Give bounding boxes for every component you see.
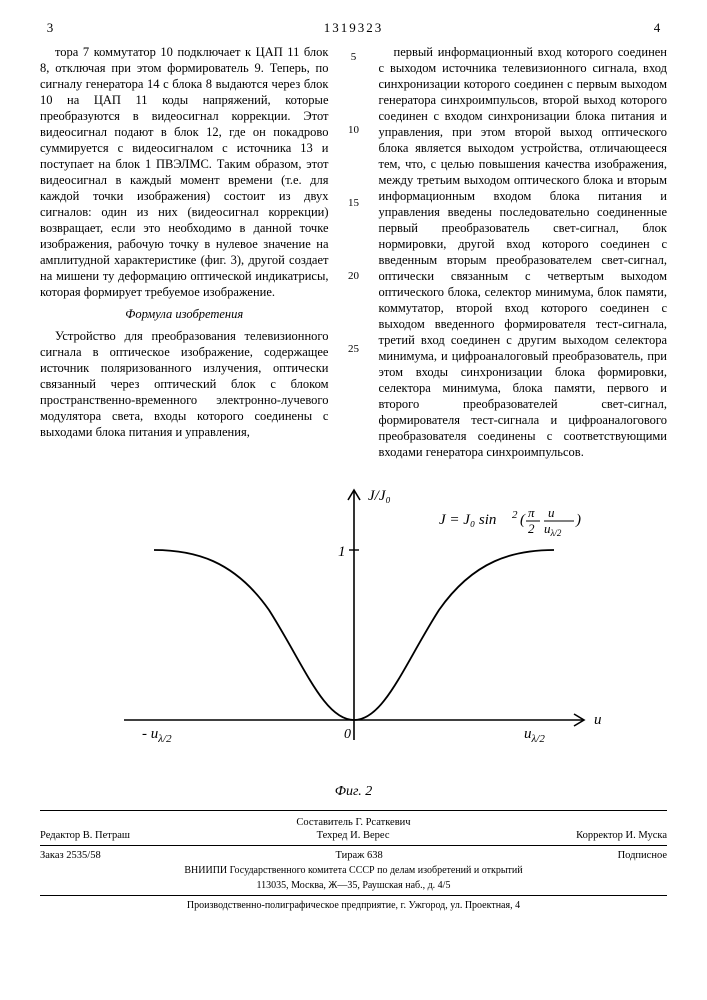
y-tick-1: 1 bbox=[338, 544, 346, 560]
left-para-1: тора 7 коммутатор 10 подключает к ЦАП 11… bbox=[40, 44, 329, 300]
proofreader: Корректор И. Муска bbox=[576, 830, 667, 841]
svg-text:π: π bbox=[528, 505, 535, 520]
page-right: 4 bbox=[647, 20, 667, 36]
footer-row-2: Заказ 2535/58 Тираж 638 Подписное bbox=[40, 850, 667, 861]
svg-text:2: 2 bbox=[528, 521, 535, 536]
figure-2: J/J₀ 1 u 0 - uλ/2 uλ/2 J = J₀ sin 2 ( π … bbox=[40, 470, 667, 790]
footer-org: ВНИИПИ Государственного комитета СССР по… bbox=[40, 865, 667, 876]
left-column: тора 7 коммутатор 10 подключает к ЦАП 11… bbox=[40, 44, 329, 466]
order-no: Заказ 2535/58 bbox=[40, 850, 101, 861]
lineno: 25 bbox=[348, 342, 359, 356]
formula-title: Формула изобретения bbox=[40, 306, 329, 322]
footer-divider-2 bbox=[40, 895, 667, 896]
lineno: 10 bbox=[348, 123, 359, 137]
header-row: 3 1319323 4 bbox=[40, 20, 667, 36]
svg-text:2: 2 bbox=[512, 509, 518, 521]
line-numbers: 5 10 15 20 25 bbox=[347, 44, 361, 466]
svg-text:): ) bbox=[575, 512, 581, 528]
page-left: 3 bbox=[40, 20, 60, 36]
svg-text:uλ/2: uλ/2 bbox=[544, 521, 562, 538]
lineno: 20 bbox=[348, 269, 359, 283]
left-para-2: Устройство для преобразования телевизион… bbox=[40, 328, 329, 440]
footer-printer: Производственно-полиграфическое предприя… bbox=[40, 900, 667, 911]
lineno: 15 bbox=[348, 196, 359, 210]
x-axis-label: u bbox=[594, 712, 602, 728]
subscription: Подписное bbox=[618, 850, 667, 861]
tech-editor: Техред И. Верес bbox=[317, 830, 390, 841]
footer-divider-1 bbox=[40, 845, 667, 846]
footer-row-1: Редактор В. Петраш Техред И. Верес Корре… bbox=[40, 830, 667, 841]
figure-svg: J/J₀ 1 u 0 - uλ/2 uλ/2 J = J₀ sin 2 ( π … bbox=[94, 470, 614, 790]
doc-number: 1319323 bbox=[60, 20, 647, 36]
circulation: Тираж 638 bbox=[335, 850, 382, 861]
footer-compiler: Составитель Г. Рсаткевич bbox=[40, 817, 667, 828]
svg-text:u: u bbox=[548, 505, 555, 520]
footer-addr: 113035, Москва, Ж—35, Раушская наб., д. … bbox=[40, 880, 667, 891]
svg-text:J = J₀ sin: J = J₀ sin bbox=[439, 512, 496, 528]
x-left-label: - uλ/2 bbox=[142, 726, 172, 745]
y-axis-label: J/J₀ bbox=[368, 488, 391, 504]
x-right-label: uλ/2 bbox=[524, 726, 545, 745]
svg-text:(: ( bbox=[520, 512, 526, 528]
editor: Редактор В. Петраш bbox=[40, 830, 130, 841]
right-column: первый информационный вход которого соед… bbox=[379, 44, 668, 466]
right-para-1: первый информационный вход которого соед… bbox=[379, 44, 668, 460]
text-columns: тора 7 коммутатор 10 подключает к ЦАП 11… bbox=[40, 44, 667, 466]
origin-label: 0 bbox=[344, 727, 351, 742]
lineno: 5 bbox=[351, 50, 357, 64]
equation: J = J₀ sin 2 ( π 2 u uλ/2 ) bbox=[439, 505, 581, 538]
page-container: 3 1319323 4 тора 7 коммутатор 10 подключ… bbox=[0, 0, 707, 921]
footer: Составитель Г. Рсаткевич Редактор В. Пет… bbox=[40, 810, 667, 911]
